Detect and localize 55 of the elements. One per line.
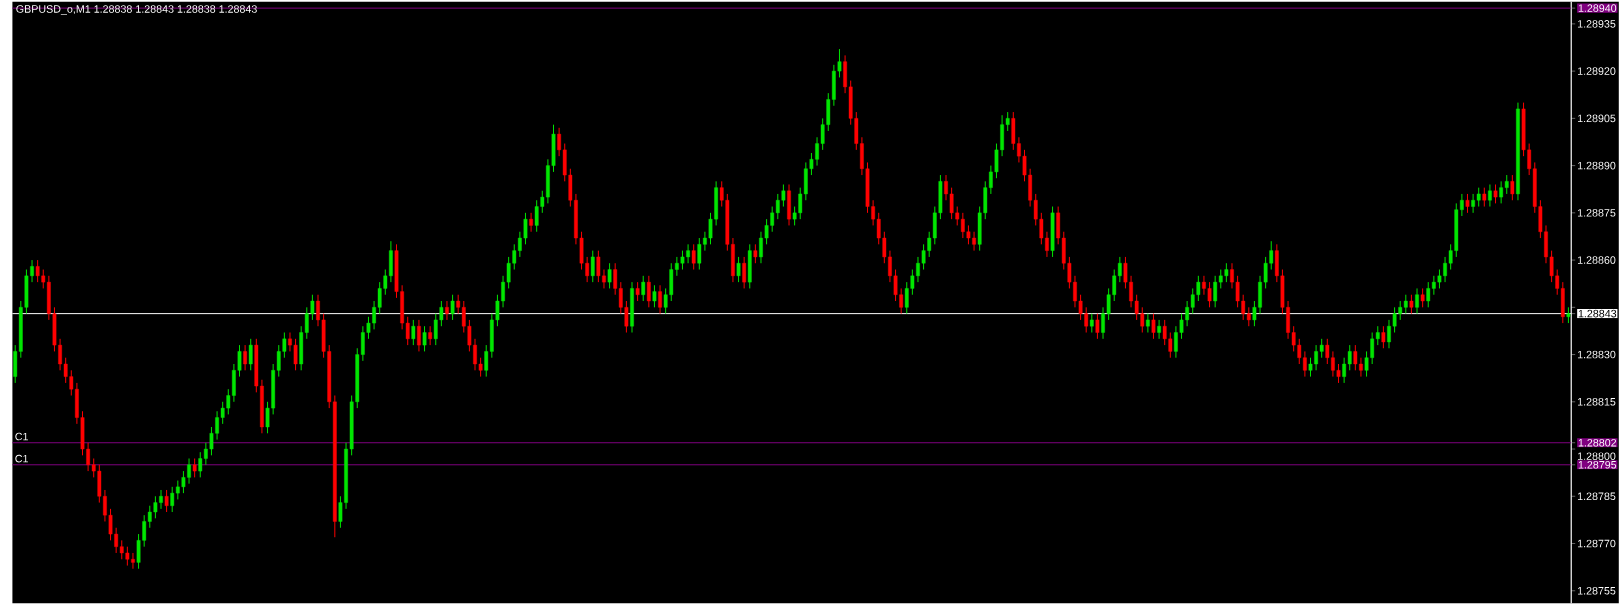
- candlestick: [641, 275, 646, 302]
- candlestick: [411, 319, 416, 346]
- y-tick-label: 1.28843: [1578, 309, 1617, 318]
- y-tick-label: 1.28815: [1577, 398, 1616, 406]
- y-tick-label: 1.28860: [1577, 256, 1616, 264]
- ref-line-label: C1: [15, 454, 28, 463]
- y-tick-label: 1.28785: [1577, 492, 1616, 501]
- candlestick: [192, 458, 197, 478]
- y-tick-label: 1.28920: [1577, 67, 1616, 75]
- candlestick: [1488, 184, 1492, 208]
- y-tick-label: 1.28875: [1577, 209, 1616, 217]
- candlestick: [658, 284, 662, 315]
- candlestick: [529, 212, 533, 233]
- y-tick-label: 1.28905: [1577, 114, 1616, 123]
- candlestick: [1151, 313, 1156, 340]
- candlestick: [742, 256, 747, 289]
- y-tick-label: 1.28800: [1577, 452, 1616, 460]
- y-tick-label: 1.28890: [1577, 161, 1616, 170]
- candlestick: [428, 325, 433, 346]
- candlestick: [646, 275, 651, 308]
- candlestick: [1420, 287, 1425, 308]
- y-tick-label: 1.28935: [1577, 20, 1616, 28]
- ref-line-label: C1: [15, 432, 28, 441]
- candlestick: [607, 262, 612, 289]
- y-tick-label: 1.28940: [1578, 4, 1617, 12]
- candlestick: [1415, 287, 1419, 315]
- candlestick: [248, 338, 253, 371]
- candlestick: [417, 319, 421, 352]
- candlestick: [445, 300, 449, 321]
- candlestick: [1157, 319, 1161, 340]
- y-tick-label: 1.28830: [1577, 350, 1616, 359]
- y-tick-label: 1.28770: [1577, 539, 1616, 548]
- candlestick: [422, 325, 427, 352]
- candlestick: [691, 243, 696, 271]
- y-tick-label: 1.28755: [1577, 587, 1616, 595]
- candlestick: [1095, 313, 1100, 340]
- candlestick: [164, 489, 169, 513]
- candlestick: [1409, 294, 1414, 315]
- candlestick: [635, 281, 640, 302]
- candlestick: [1381, 325, 1386, 349]
- candlestick: [590, 250, 595, 283]
- chart-title: GBPUSD_o,M1 1.28838 1.28843 1.28838 1.28843: [16, 5, 257, 15]
- candlestick: [736, 256, 741, 283]
- candlestick: [1465, 193, 1470, 214]
- candlestick: [1482, 187, 1487, 208]
- candlestick: [1089, 313, 1094, 334]
- candlestick: [753, 243, 758, 264]
- candlestick: [652, 284, 657, 308]
- candlestick: [243, 344, 247, 371]
- candlestick: [1510, 174, 1515, 201]
- candlestick: [1493, 184, 1498, 204]
- y-tick-label: 1.28802: [1578, 438, 1617, 447]
- candlestick: [450, 294, 455, 321]
- candlestick: [1145, 313, 1150, 334]
- y-tick-label: 1.28795: [1578, 461, 1617, 469]
